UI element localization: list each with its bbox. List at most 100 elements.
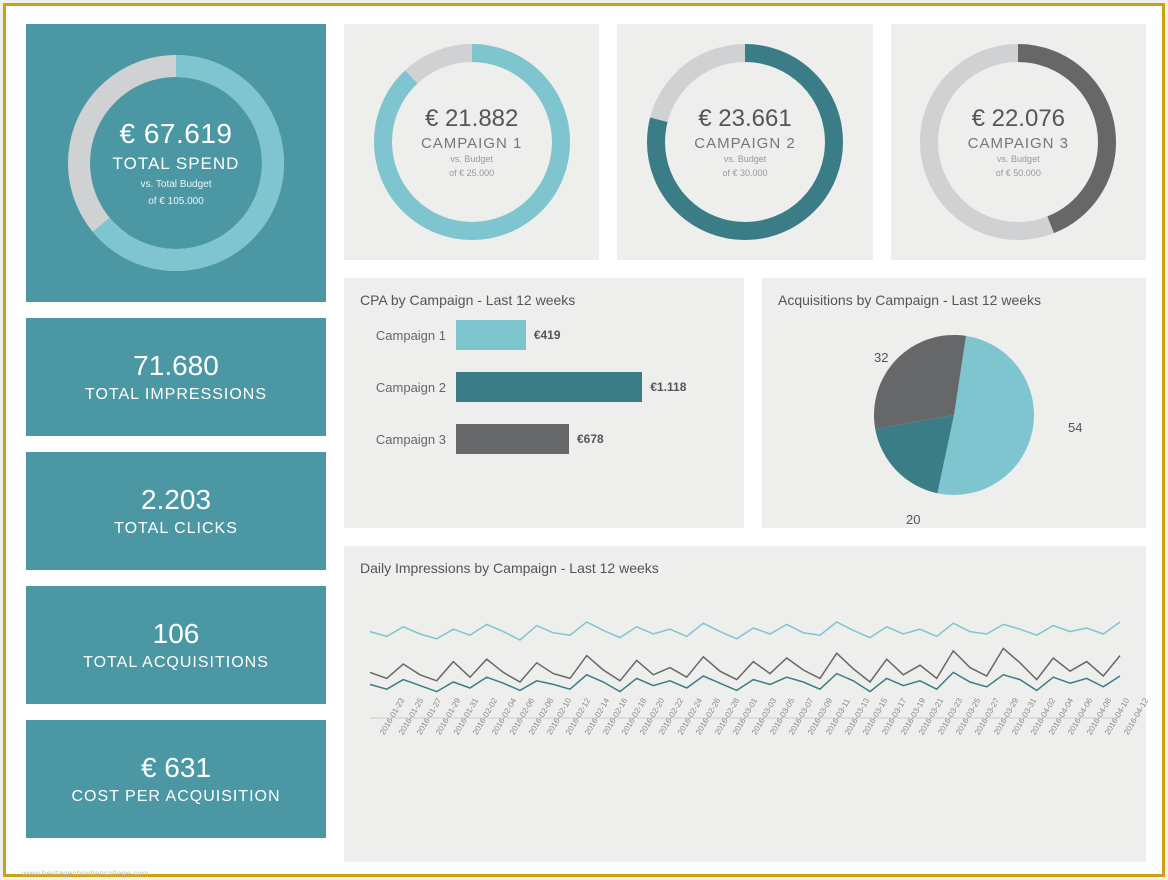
xaxis-tick: 2016-02-18	[620, 725, 632, 736]
bar-value: €678	[577, 432, 604, 446]
xaxis-tick: 2016-03-17	[880, 725, 892, 736]
bar-row: Campaign 3€678	[360, 424, 728, 454]
campaign-3-donut: € 22.076 CAMPAIGN 3 vs. Budget of € 50.0…	[918, 42, 1118, 242]
main-area: € 21.882 CAMPAIGN 1 vs. Budget of € 25.0…	[344, 24, 1146, 862]
dashboard-grid: € 67.619 TOTAL SPEND vs. Total Budget of…	[26, 24, 1142, 862]
bar-track: €678	[456, 424, 728, 454]
line-chart-panel: Daily Impressions by Campaign - Last 12 …	[344, 546, 1146, 862]
campaign-3-sub1: vs. Budget	[918, 154, 1118, 166]
campaign-3-label: CAMPAIGN 3	[918, 135, 1118, 152]
campaign-2-sub1: vs. Budget	[645, 154, 845, 166]
clicks-label: TOTAL CLICKS	[114, 520, 238, 538]
xaxis-tick: 2016-04-02	[1029, 725, 1041, 736]
bar-fill	[456, 424, 569, 454]
tile-cpa: € 631 COST PER ACQUISITION	[26, 720, 326, 838]
total-spend-value: € 67.619	[66, 118, 286, 150]
cpa-title: CPA by Campaign - Last 12 weeks	[360, 292, 728, 308]
cpa-bar-panel: CPA by Campaign - Last 12 weeks Campaign…	[344, 278, 744, 528]
xaxis-tick: 2016-03-13	[843, 725, 855, 736]
campaign-3-card: € 22.076 CAMPAIGN 3 vs. Budget of € 50.0…	[891, 24, 1146, 260]
total-spend-card: € 67.619 TOTAL SPEND vs. Total Budget of…	[26, 24, 326, 302]
xaxis-tick: 2016-02-20	[638, 725, 650, 736]
xaxis-tick: 2016-03-31	[1010, 725, 1022, 736]
campaign-1-sub1: vs. Budget	[372, 154, 572, 166]
total-spend-center: € 67.619 TOTAL SPEND vs. Total Budget of…	[66, 118, 286, 208]
xaxis-tick: 2016-03-01	[731, 725, 743, 736]
total-spend-sub1: vs. Total Budget	[66, 178, 286, 191]
campaign-1-card: € 21.882 CAMPAIGN 1 vs. Budget of € 25.0…	[344, 24, 599, 260]
tile-impressions: 71.680 TOTAL IMPRESSIONS	[26, 318, 326, 436]
bar-value: €1.118	[650, 380, 686, 394]
xaxis-tick: 2016-02-12	[564, 725, 576, 736]
campaign-donut-row: € 21.882 CAMPAIGN 1 vs. Budget of € 25.0…	[344, 24, 1146, 260]
xaxis-tick: 2016-03-27	[973, 725, 985, 736]
watermark-text: www.heritagechristiancollege.com	[22, 869, 149, 878]
impressions-value: 71.680	[133, 350, 219, 382]
xaxis-tick: 2016-02-10	[545, 725, 557, 736]
sidebar: € 67.619 TOTAL SPEND vs. Total Budget of…	[26, 24, 326, 862]
tile-acquisitions: 106 TOTAL ACQUISITIONS	[26, 586, 326, 704]
xaxis-tick: 2016-02-06	[508, 725, 520, 736]
xaxis-tick: 2016-02-26	[694, 725, 706, 736]
bar-track: €1.118	[456, 372, 728, 402]
bar-row: Campaign 1 €419	[360, 320, 728, 350]
campaign-1-value: € 21.882	[372, 105, 572, 133]
bar-row: Campaign 2 €1.118	[360, 372, 728, 402]
bar-value: €419	[534, 328, 561, 342]
pie-chart	[869, 330, 1039, 500]
line-xaxis: 2016-01-232016-01-252016-01-272016-01-29…	[360, 732, 1130, 741]
xaxis-tick: 2016-03-23	[936, 725, 948, 736]
xaxis-tick: 2016-04-12	[1122, 725, 1134, 736]
campaign-3-value: € 22.076	[918, 105, 1118, 133]
xaxis-tick: 2016-01-23	[378, 725, 390, 736]
pie-slice-label: 20	[906, 512, 920, 527]
mid-row: CPA by Campaign - Last 12 weeks Campaign…	[344, 278, 1146, 528]
total-spend-donut: € 67.619 TOTAL SPEND vs. Total Budget of…	[66, 53, 286, 273]
xaxis-tick: 2016-01-31	[452, 725, 464, 736]
pie-slice-label: 54	[1068, 420, 1082, 435]
xaxis-tick: 2016-03-21	[917, 725, 929, 736]
xaxis-tick: 2016-03-03	[750, 725, 762, 736]
xaxis-tick: 2016-02-16	[601, 725, 613, 736]
xaxis-tick: 2016-03-05	[768, 725, 780, 736]
bar-track: €419	[456, 320, 728, 350]
acquisitions-label: TOTAL ACQUISITIONS	[83, 654, 269, 672]
pie-slice-label: 32	[874, 350, 888, 365]
xaxis-tick: 2016-01-29	[434, 725, 446, 736]
xaxis-tick: 2016-02-02	[471, 725, 483, 736]
campaign-1-sub2: of € 25.000	[372, 168, 572, 180]
cpa-value: € 631	[141, 752, 211, 784]
total-spend-sub2: of € 105.000	[66, 195, 286, 208]
pie-wrap: 542032	[778, 320, 1130, 510]
pie-title: Acquisitions by Campaign - Last 12 weeks	[778, 292, 1130, 308]
bar-label: Campaign 2	[360, 380, 446, 395]
impressions-label: TOTAL IMPRESSIONS	[85, 386, 267, 404]
campaign-2-card: € 23.661 CAMPAIGN 2 vs. Budget of € 30.0…	[617, 24, 872, 260]
xaxis-tick: 2016-02-08	[527, 725, 539, 736]
clicks-value: 2.203	[141, 484, 211, 516]
campaign-3-sub2: of € 50.000	[918, 168, 1118, 180]
campaign-2-donut: € 23.661 CAMPAIGN 2 vs. Budget of € 30.0…	[645, 42, 845, 242]
xaxis-tick: 2016-02-22	[657, 725, 669, 736]
campaign-2-value: € 23.661	[645, 105, 845, 133]
cpa-bars: Campaign 1 €419 Campaign 2 €1.118 Campaign 3…	[360, 320, 728, 454]
xaxis-tick: 2016-03-15	[861, 725, 873, 736]
acquisitions-value: 106	[153, 618, 200, 650]
bar-label: Campaign 1	[360, 328, 446, 343]
acquisitions-pie-panel: Acquisitions by Campaign - Last 12 weeks…	[762, 278, 1146, 528]
xaxis-tick: 2016-01-27	[415, 725, 427, 736]
xaxis-tick: 2016-02-28	[713, 725, 725, 736]
bar-fill	[456, 372, 642, 402]
xaxis-tick: 2016-03-11	[824, 725, 836, 736]
xaxis-tick: 2016-04-06	[1066, 725, 1078, 736]
xaxis-tick: 2016-04-10	[1103, 725, 1115, 736]
xaxis-tick: 2016-04-04	[1047, 725, 1059, 736]
dashboard-frame: € 67.619 TOTAL SPEND vs. Total Budget of…	[3, 3, 1165, 877]
total-spend-label: TOTAL SPEND	[66, 154, 286, 174]
campaign-1-donut: € 21.882 CAMPAIGN 1 vs. Budget of € 25.0…	[372, 42, 572, 242]
tile-clicks: 2.203 TOTAL CLICKS	[26, 452, 326, 570]
cpa-label: COST PER ACQUISITION	[71, 788, 280, 806]
campaign-2-label: CAMPAIGN 2	[645, 135, 845, 152]
line-title: Daily Impressions by Campaign - Last 12 …	[360, 560, 1130, 576]
campaign-2-sub2: of € 30.000	[645, 168, 845, 180]
